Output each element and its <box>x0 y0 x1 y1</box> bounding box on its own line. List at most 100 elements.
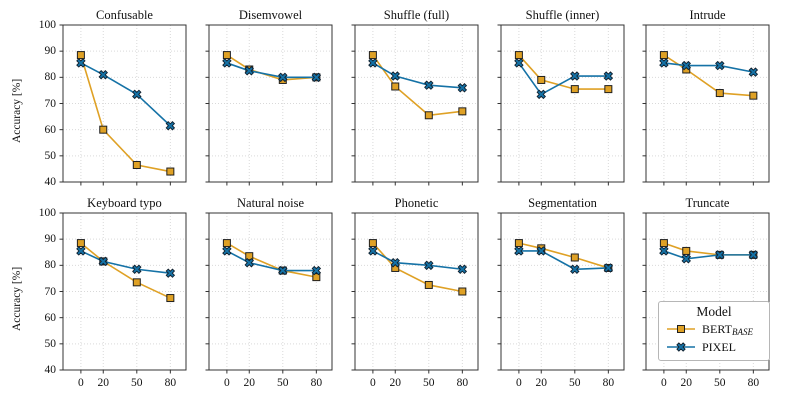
square-marker <box>76 239 85 248</box>
pixel-marker-icon <box>667 342 695 352</box>
subplot-title: Disemvowel <box>238 8 303 22</box>
series-line-bert_base <box>80 242 171 299</box>
x-marker <box>244 257 254 268</box>
y-tick-label: 100 <box>38 207 56 219</box>
square-marker <box>749 91 758 100</box>
x-marker <box>165 121 176 131</box>
legend-label-bertbase-sub: BASE <box>731 326 753 337</box>
x-marker <box>659 58 669 68</box>
y-tick-label: 70 <box>44 285 57 298</box>
square-marker <box>570 85 579 94</box>
x-marker <box>390 71 400 81</box>
series-line-bert_base <box>372 242 463 293</box>
plot-border <box>354 212 479 371</box>
square-marker <box>570 253 579 262</box>
plot-border <box>354 24 479 183</box>
x-marker <box>165 268 176 278</box>
x-marker <box>681 60 691 71</box>
plot-border <box>500 212 625 371</box>
plot-border <box>645 24 770 183</box>
legend-label-bertbase-main: BERT <box>702 321 732 336</box>
bertbase-marker-icon <box>667 325 695 333</box>
square-marker <box>659 239 668 248</box>
x-marker <box>390 257 400 268</box>
subplot-title: Truncate <box>685 196 730 210</box>
square-marker <box>682 246 691 255</box>
series-line-bert_base <box>518 54 609 90</box>
subplot-title: Phonetic <box>394 196 439 210</box>
legend-entry-pixel: PIXEL <box>659 338 769 356</box>
series-line-pixel <box>518 250 609 271</box>
legend-label-pixel: PIXEL <box>702 339 736 354</box>
series-line-pixel <box>80 62 171 127</box>
x-marker <box>748 67 759 77</box>
y-tick-label: 40 <box>44 176 57 188</box>
y-tick-label: 50 <box>44 149 57 162</box>
square-marker <box>99 125 108 134</box>
x-tick-label: 80 <box>310 377 323 389</box>
series-line-pixel <box>518 62 609 96</box>
x-marker <box>311 265 322 276</box>
subplot-title: Natural noise <box>237 196 304 210</box>
square-marker <box>166 167 175 176</box>
y-tick-label: 90 <box>44 45 57 58</box>
x-marker <box>514 58 524 68</box>
square-marker <box>132 278 141 287</box>
x-marker <box>98 256 108 267</box>
square-marker <box>391 82 400 91</box>
plot-border <box>208 24 333 183</box>
x-marker <box>536 89 546 100</box>
legend-entry-bertbase: BERTBASE <box>659 320 769 338</box>
x-marker <box>132 89 142 100</box>
subplot-shuffle-inner <box>497 24 625 186</box>
x-marker <box>570 71 580 81</box>
plot-border <box>645 212 770 371</box>
square-marker <box>222 239 231 248</box>
y-tick-label: 70 <box>44 97 57 110</box>
series-line-pixel <box>372 62 463 89</box>
plot-border <box>208 212 333 371</box>
x-tick-label: 0 <box>78 377 84 389</box>
x-marker <box>715 250 725 260</box>
x-tick-label: 80 <box>747 377 760 389</box>
x-marker <box>748 250 759 260</box>
x-marker <box>570 264 580 274</box>
y-tick-label: 60 <box>44 123 57 136</box>
square-marker <box>458 107 467 116</box>
subplot-keyboard-typo <box>59 212 187 374</box>
subplot-shuffle-full <box>351 24 479 186</box>
x-marker <box>514 246 524 256</box>
square-marker <box>245 252 254 261</box>
series-line-pixel <box>226 62 317 79</box>
legend: Model BERTBASE PIXEL <box>658 301 770 361</box>
legend-label-bertbase: BERTBASE <box>702 322 753 337</box>
subplot-title: Shuffle (full) <box>383 8 450 22</box>
series-line-pixel <box>372 250 463 271</box>
series-line-bert_base <box>80 54 171 173</box>
x-marker <box>681 254 691 264</box>
y-tick-label: 80 <box>44 71 57 84</box>
subplot-disemvowel <box>205 24 333 186</box>
plot-border <box>62 24 187 183</box>
subplot-title: Shuffle (inner) <box>525 8 600 22</box>
x-tick-label: 0 <box>370 377 376 389</box>
square-marker <box>222 51 231 60</box>
subplot-title: Keyboard typo <box>87 196 162 210</box>
x-marker <box>368 246 378 256</box>
series-line-bert_base <box>663 54 754 97</box>
x-tick-label: 20 <box>680 377 693 389</box>
square-marker <box>312 273 321 282</box>
series-line-pixel <box>663 250 754 260</box>
x-marker <box>222 58 232 68</box>
x-marker <box>715 60 725 71</box>
x-tick-label: 80 <box>602 377 615 389</box>
x-marker <box>659 246 669 256</box>
square-marker <box>659 51 668 60</box>
square-marker <box>368 239 377 248</box>
y-tick-label: 50 <box>44 337 57 350</box>
x-marker <box>76 58 86 68</box>
subplot-phonetic <box>351 212 479 374</box>
series-line-bert_base <box>663 242 754 256</box>
